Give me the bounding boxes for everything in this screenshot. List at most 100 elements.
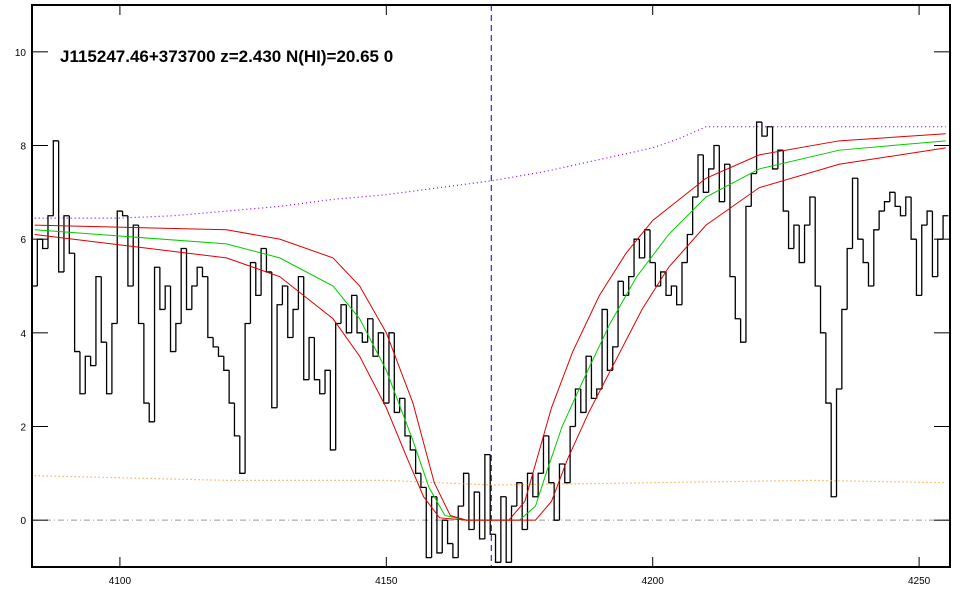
flux-step (532, 473, 539, 498)
flux-step (388, 332, 395, 404)
fit-line (34, 140, 946, 521)
flux-step (180, 247, 187, 324)
flux-step (255, 262, 262, 297)
chart-title: J115247.46+373700 z=2.430 N(HI)=20.65 0 (60, 47, 393, 66)
y-tick-label: 0 (20, 516, 26, 527)
flux-step (873, 229, 880, 286)
x-tick-label: 4250 (908, 576, 931, 587)
flux-step (148, 403, 155, 423)
flux-step (303, 276, 310, 381)
flux-step (862, 239, 869, 264)
flux-step (905, 196, 912, 216)
flux-step (340, 304, 347, 324)
flux-step (84, 355, 91, 394)
flux-step (889, 191, 896, 202)
flux-step (297, 275, 304, 310)
y-tick-label: 4 (20, 329, 26, 340)
flux-step (628, 275, 635, 296)
flux-step (702, 154, 709, 193)
dotted-line (34, 126, 946, 219)
flux-step (692, 196, 698, 235)
flux-step (478, 492, 485, 540)
flux-step (819, 286, 826, 334)
flux-step (857, 178, 864, 240)
flux-step (942, 215, 949, 240)
flux-step (68, 215, 75, 254)
flux-step (713, 144, 720, 169)
flux-step (414, 449, 421, 474)
flux-step (175, 322, 182, 352)
flux-step (537, 472, 544, 497)
flux-step (382, 332, 389, 404)
flux-step (734, 276, 741, 320)
flux-step (926, 210, 933, 226)
flux-step (319, 379, 326, 395)
flux-step (287, 286, 294, 339)
flux-step (617, 280, 624, 347)
flux-step (116, 210, 123, 324)
flux-step (404, 398, 411, 437)
flux-step (446, 520, 453, 545)
x-tick-label: 4150 (375, 576, 398, 587)
flux-step (36, 238, 43, 286)
flux-step (707, 168, 714, 193)
flux-step (921, 224, 928, 296)
flux-step (127, 215, 134, 287)
x-tick-label: 4200 (642, 576, 665, 587)
flux-step (883, 201, 890, 212)
flux-step (878, 210, 885, 230)
flux-step (915, 239, 922, 297)
flux-step (228, 370, 235, 404)
flux-step (308, 336, 315, 380)
flux-step (649, 229, 656, 264)
flux-step (601, 308, 608, 390)
flux-step (644, 229, 651, 258)
flux-step (239, 435, 246, 474)
flux-step (787, 211, 794, 250)
flux-step (841, 308, 848, 390)
flux-step (441, 519, 448, 553)
flux-step (356, 295, 363, 334)
flux-step (42, 239, 48, 250)
flux-step (835, 388, 842, 497)
flux-step (867, 262, 874, 287)
flux-step (335, 322, 342, 450)
flux-step (755, 121, 762, 174)
flux-step (196, 266, 203, 286)
flux-step (830, 403, 837, 498)
flux-step (73, 253, 80, 353)
flux-step (606, 309, 613, 371)
flux-step (670, 285, 677, 296)
plot-frame (31, 4, 951, 568)
flux-step (665, 271, 672, 297)
flux-step (766, 126, 773, 137)
flux-step (457, 505, 464, 558)
flux-step (825, 332, 832, 404)
flux-step (329, 370, 336, 451)
flux-step (681, 261, 688, 305)
flux-step (638, 239, 645, 259)
flux-step (153, 266, 160, 422)
flux-step (281, 285, 288, 305)
flux-step (686, 233, 693, 263)
flux-step (782, 150, 789, 212)
flux-step (462, 472, 469, 507)
flux-step (159, 267, 166, 311)
flux-step (111, 322, 118, 394)
flux-step (489, 454, 496, 535)
flux-step (771, 126, 778, 170)
flux-step (345, 304, 352, 334)
flux-step (723, 163, 730, 202)
flux-step (143, 323, 150, 404)
flux-step (798, 225, 805, 264)
flux-step (52, 140, 59, 216)
y-tick-label: 10 (15, 48, 27, 59)
flux-step (185, 248, 192, 311)
flux-step (409, 435, 416, 451)
y-tick-label: 8 (20, 142, 26, 153)
flux-step (420, 473, 427, 489)
flux-step (425, 487, 432, 559)
flux-step (500, 496, 507, 563)
flux-step (377, 332, 384, 357)
flux-step (265, 248, 272, 273)
